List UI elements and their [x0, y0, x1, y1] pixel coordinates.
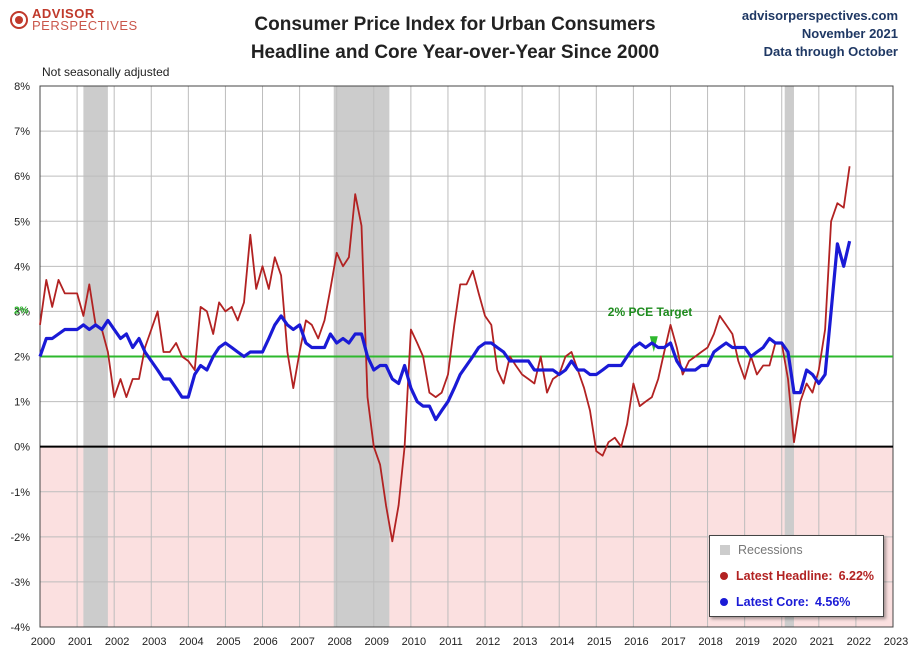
- y-tick-label: 4%: [14, 261, 30, 273]
- x-tick-label: 2009: [365, 636, 389, 648]
- advisor-perspectives-logo: ADVISOR PERSPECTIVES: [10, 6, 138, 33]
- y-tick-label: 8%: [14, 81, 30, 93]
- series-line-headline: [39, 166, 851, 543]
- legend-recessions: Recessions: [720, 543, 803, 557]
- recession-swatch-icon: [720, 545, 730, 555]
- y-tick-label: 6%: [14, 171, 30, 183]
- y-tick-label: 7%: [14, 126, 30, 138]
- source-note: Data through October: [763, 44, 898, 59]
- x-tick-label: 2011: [439, 636, 463, 648]
- chart-note: Not seasonally adjusted: [42, 65, 169, 79]
- logo-line-1: ADVISOR: [32, 6, 95, 21]
- y-tick-label: 5%: [14, 216, 30, 228]
- y-tick-label: -2%: [10, 532, 30, 544]
- legend-core-label: Latest Core:: [736, 595, 809, 609]
- x-tick-label: 2000: [31, 636, 55, 648]
- chart-legend: Recessions Latest Headline: 6.22% Latest…: [709, 535, 884, 617]
- legend-headline-label: Latest Headline:: [736, 569, 833, 583]
- x-tick-label: 2014: [550, 636, 574, 648]
- x-tick-label: 2010: [402, 636, 426, 648]
- source-date: November 2021: [801, 26, 898, 41]
- x-tick-label: 2019: [735, 636, 759, 648]
- legend-headline-value: 6.22%: [838, 569, 875, 583]
- x-tick-label: 2021: [810, 636, 834, 648]
- y-tick-label: -4%: [10, 622, 30, 634]
- chart-title-line-1: Consumer Price Index for Urban Consumers: [254, 14, 656, 35]
- source-site: advisorperspectives.com: [741, 8, 898, 23]
- y-tick-label: -1%: [10, 487, 30, 499]
- x-tick-label: 2012: [476, 636, 500, 648]
- logo-mark-icon: [10, 11, 28, 29]
- y-tick-label: 3%: [14, 306, 30, 318]
- legend-headline: Latest Headline: 6.22%: [720, 569, 874, 583]
- target-label: 2% PCE Target: [608, 305, 692, 319]
- y-tick-label: 1%: [14, 397, 30, 409]
- legend-recessions-label: Recessions: [738, 543, 803, 557]
- chart-title-line-2: Headline and Core Year-over-Year Since 2…: [250, 42, 660, 63]
- x-tick-label: 2016: [624, 636, 648, 648]
- headline-dot-icon: [720, 572, 728, 580]
- x-tick-label: 2015: [587, 636, 611, 648]
- x-tick-label: 2005: [216, 636, 240, 648]
- legend-core: Latest Core: 4.56%: [720, 595, 850, 609]
- x-tick-label: 2023: [884, 636, 908, 648]
- x-tick-label: 2003: [142, 636, 166, 648]
- x-tick-label: 2004: [179, 636, 203, 648]
- x-tick-label: 2002: [105, 636, 129, 648]
- y-tick-label: 0%: [14, 442, 30, 454]
- x-tick-label: 2022: [847, 636, 871, 648]
- legend-core-value: 4.56%: [814, 595, 851, 609]
- x-tick-label: 2013: [513, 636, 537, 648]
- target-axis-label: 2%: [14, 306, 29, 317]
- x-tick-label: 2007: [290, 636, 314, 648]
- x-tick-label: 2001: [68, 636, 92, 648]
- logo-line-2: PERSPECTIVES: [32, 18, 138, 33]
- core-dot-icon: [720, 598, 728, 606]
- x-tick-label: 2006: [253, 636, 277, 648]
- x-tick-label: 2020: [772, 636, 796, 648]
- x-tick-label: 2017: [661, 636, 685, 648]
- x-tick-label: 2018: [698, 636, 722, 648]
- y-tick-label: 2%: [14, 352, 30, 364]
- series-line-core: [38, 240, 852, 422]
- y-tick-label: -3%: [10, 577, 30, 589]
- x-tick-label: 2008: [327, 636, 351, 648]
